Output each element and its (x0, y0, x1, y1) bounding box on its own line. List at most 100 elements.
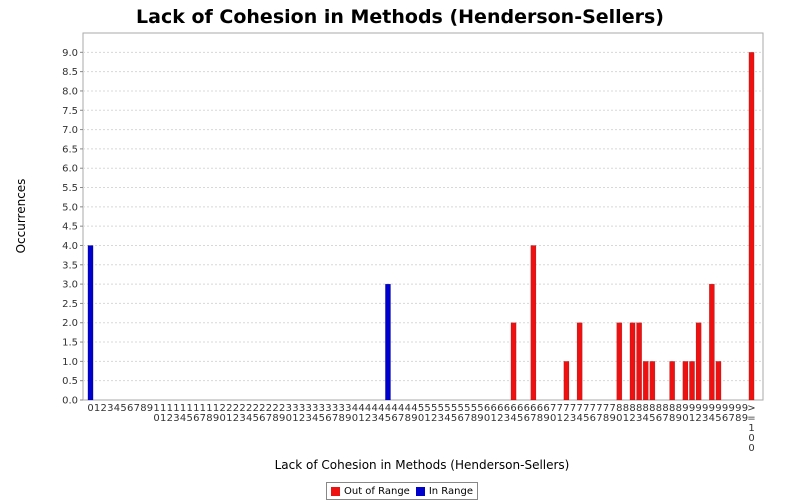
y-tick-label: 8.5 (62, 67, 78, 78)
legend-swatch-out-of-range (331, 486, 340, 496)
legend-item-in-range: In Range (415, 486, 473, 497)
x-tick-label: 2 (101, 403, 107, 414)
y-tick-label: 0.0 (62, 396, 78, 407)
y-tick-label: 4.5 (62, 222, 78, 233)
bar-out-of-range (636, 322, 642, 401)
bar-out-of-range (616, 322, 623, 401)
grid-lines (83, 51, 763, 382)
y-tick-label: 6.5 (62, 144, 78, 155)
y-tick-label: 7.0 (62, 125, 78, 136)
bar-out-of-range (715, 361, 722, 401)
y-tick-label: 7.5 (62, 106, 78, 117)
x-tick-label: 5 (120, 403, 126, 414)
y-tick-label: 6.0 (62, 164, 78, 175)
legend-label-out-of-range: Out of Range (344, 485, 410, 497)
bar-out-of-range (689, 361, 695, 401)
legend: Out of Range In Range (326, 482, 478, 500)
y-tick-label: 1.0 (62, 357, 78, 368)
bar-out-of-range (669, 361, 676, 401)
bar-out-of-range (695, 322, 702, 401)
bar-out-of-range (682, 361, 689, 401)
y-tick-label: 4.0 (62, 241, 78, 252)
bar-out-of-range (576, 322, 583, 401)
bar-out-of-range (530, 245, 537, 401)
y-tick-label: 2.0 (62, 318, 78, 329)
y-tick-label: 3.0 (62, 280, 78, 291)
y-tick-label: 8.0 (62, 86, 78, 97)
bar-out-of-range (748, 52, 755, 401)
x-tick-label: 1 (94, 403, 100, 414)
chart-title: Lack of Cohesion in Methods (Henderson-S… (136, 6, 664, 28)
x-tick-label: 7 (134, 403, 140, 414)
y-axis-label: Occurrences (14, 179, 28, 254)
y-tick-labels: 0.0 0.5 1.0 1.5 2.0 2.5 3.0 3.5 4.0 4.5 5.0 5.5 6.0 6… (62, 48, 83, 407)
bar-out-of-range (649, 361, 656, 401)
bar-out-of-range (629, 322, 636, 401)
x-tick-label: 9 (147, 403, 153, 414)
bar-in-range (87, 245, 94, 401)
plot-area (82, 32, 764, 401)
x-tick-label: 0 (87, 403, 93, 414)
legend-item-out-of-range: Out of Range (331, 486, 410, 497)
